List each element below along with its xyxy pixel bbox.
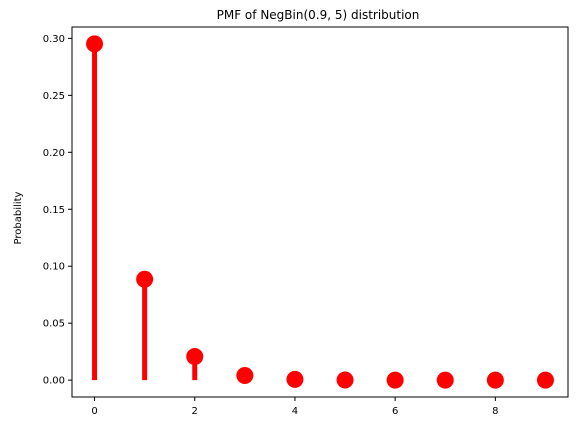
data-point-marker (436, 371, 454, 389)
y-tick-label: 0.20 (43, 148, 65, 159)
x-tick-label: 0 (91, 406, 97, 417)
data-point-marker (136, 270, 154, 288)
data-point-marker (486, 371, 504, 389)
y-tick-label: 0.30 (43, 34, 65, 45)
y-tick-label: 0.10 (43, 262, 65, 273)
data-point-marker (386, 371, 404, 389)
x-tick-label: 8 (492, 406, 498, 417)
axis-ticks: 0 2 4 6 8 0.00 0.05 0.10 0.15 0.20 0.25 0.30 (43, 34, 499, 417)
data-point-marker (336, 371, 354, 389)
x-tick-label: 2 (192, 406, 198, 417)
data-point-marker (236, 366, 254, 384)
plot-frame (71, 26, 569, 398)
y-axis-label: Probability (13, 191, 24, 244)
data-markers (86, 35, 554, 389)
data-point-marker (286, 370, 304, 388)
data-point-marker (186, 348, 204, 366)
y-tick-label: 0.05 (43, 319, 65, 330)
chart-title: PMF of NegBin(0.9, 5) distribution (217, 8, 420, 22)
data-point-marker (536, 371, 554, 389)
stem-lines (92, 43, 348, 381)
y-tick-label: 0.15 (43, 205, 65, 216)
data-point-marker (86, 35, 104, 53)
x-tick-label: 6 (392, 406, 398, 417)
y-tick-label: 0.25 (43, 91, 65, 102)
y-tick-label: 0.00 (43, 376, 65, 387)
x-tick-label: 4 (292, 406, 298, 417)
